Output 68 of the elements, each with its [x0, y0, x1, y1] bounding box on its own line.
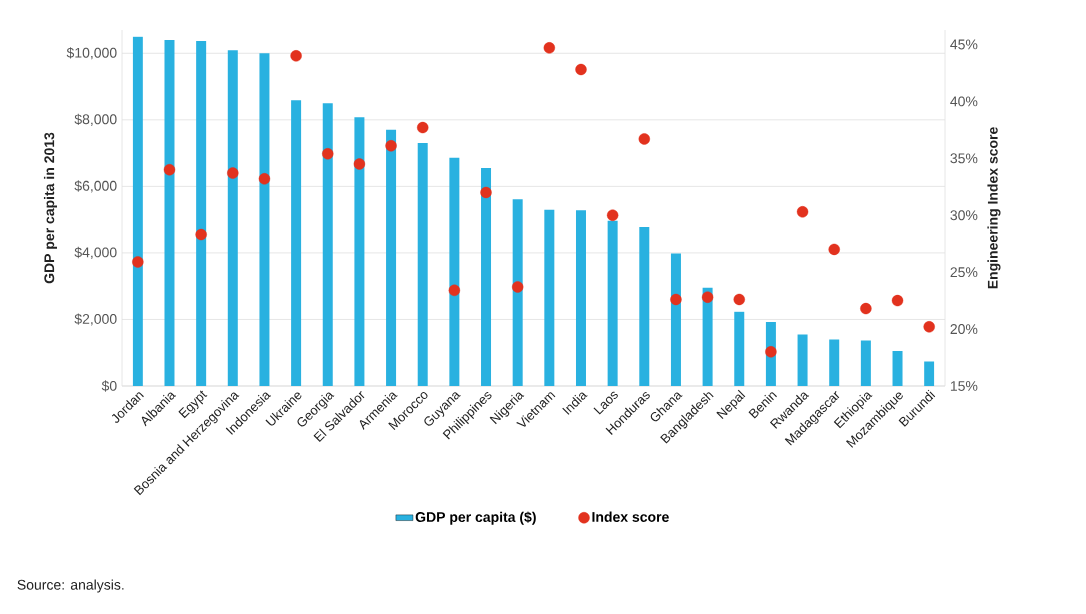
bar [132, 36, 143, 386]
point [923, 321, 935, 333]
point [511, 281, 524, 293]
bar [924, 361, 935, 386]
y-tick-label: $4,000 [74, 246, 117, 259]
y-axis-title: GDP per capita in 2013 [43, 132, 57, 284]
point [448, 284, 461, 297]
point [796, 206, 809, 218]
legend-label: Index score [592, 511, 669, 522]
y2-tick-label: 20% [950, 324, 978, 335]
bar [354, 117, 365, 386]
legend-label: GDP per capita ($) [415, 511, 536, 525]
y-tick-label: $8,000 [74, 113, 117, 126]
point [860, 302, 872, 315]
bar [227, 50, 238, 386]
point [290, 50, 302, 62]
bar [860, 340, 871, 386]
point [258, 173, 271, 185]
bar [797, 334, 808, 386]
bar [164, 39, 175, 386]
point [132, 256, 144, 268]
point [417, 121, 429, 134]
y-tick-label: $10,000 [66, 47, 117, 60]
point [163, 163, 176, 176]
bar [322, 103, 333, 386]
y2-tick-label: 45% [950, 39, 978, 50]
bar [575, 210, 586, 386]
y2-axis-title: Engineering Index score [987, 127, 1001, 289]
point [670, 293, 682, 306]
point [543, 42, 556, 54]
y2-tick-label: 40% [950, 96, 978, 107]
bar [670, 253, 681, 386]
bar [449, 157, 460, 386]
bar [544, 209, 555, 386]
point [575, 63, 587, 76]
point [891, 294, 904, 307]
bar [417, 143, 428, 386]
bar [829, 339, 840, 386]
point [480, 186, 492, 199]
bar [481, 168, 492, 386]
y-tick-label: $2,000 [74, 313, 117, 326]
point [733, 293, 745, 306]
bar [259, 53, 270, 386]
point [227, 167, 239, 179]
bar [607, 220, 618, 386]
point [638, 133, 650, 145]
point [195, 228, 207, 241]
bar [639, 226, 650, 386]
point [385, 140, 397, 152]
y-tick-label: $6,000 [74, 180, 117, 193]
point [701, 291, 714, 303]
y2-tick-label: 35% [950, 153, 978, 164]
y-tick-label: $0 [101, 380, 117, 392]
point [322, 148, 334, 160]
bar [512, 199, 523, 386]
bar [386, 129, 397, 386]
point [828, 243, 840, 256]
bar [892, 351, 903, 386]
bar [291, 100, 302, 386]
source-note: Source: analysis. [17, 579, 124, 593]
point [606, 209, 619, 221]
y2-tick-label: 30% [950, 210, 978, 221]
bar [196, 40, 207, 386]
point [765, 346, 777, 358]
point [353, 158, 366, 170]
y2-tick-label: 15% [950, 381, 978, 391]
bar [734, 311, 745, 386]
y2-tick-label: 25% [950, 267, 978, 278]
